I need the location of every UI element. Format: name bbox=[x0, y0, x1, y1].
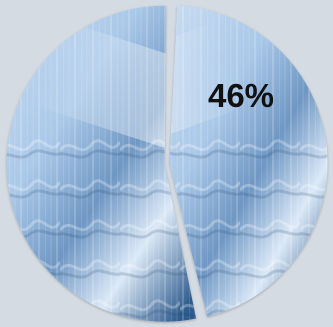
data-label-46-percent: 46% bbox=[208, 77, 274, 114]
